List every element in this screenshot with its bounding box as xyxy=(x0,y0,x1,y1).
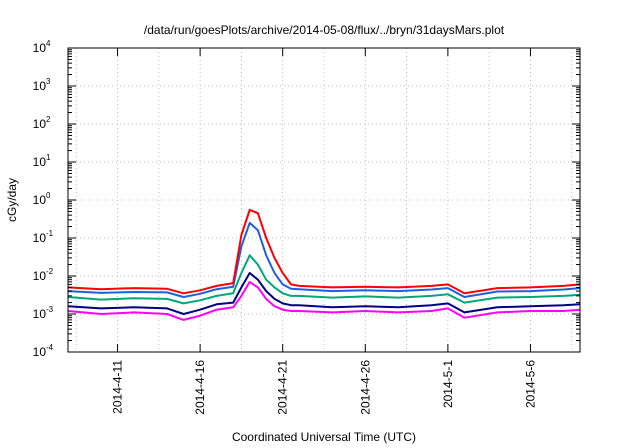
series-line xyxy=(67,221,581,298)
y-tick-label: 10 xyxy=(33,269,47,283)
x-tick-label: 2014-5-1 xyxy=(441,360,455,408)
x-tick-label: 2014-4-26 xyxy=(358,360,372,415)
y-tick-exponent: -2 xyxy=(46,267,54,276)
y-tick-label: 10 xyxy=(33,41,47,55)
series-line xyxy=(67,254,581,305)
y-tick-label: 10 xyxy=(33,231,47,245)
y-tick-label: 10 xyxy=(33,155,47,169)
y-tick-exponent: -4 xyxy=(46,343,54,352)
x-tick-label: 2014-4-16 xyxy=(193,360,207,415)
y-tick-exponent: 0 xyxy=(46,191,51,200)
x-tick-label: 2014-4-21 xyxy=(276,360,290,415)
chart-title: /data/run/goesPlots/archive/2014-05-08/f… xyxy=(144,23,505,37)
y-tick-exponent: 4 xyxy=(46,39,51,48)
x-tick-label: 2014-4-11 xyxy=(111,360,125,414)
x-axis: 2014-4-11 2014-4-16 2014-4-21 2014-4-26 2014… xyxy=(111,48,537,415)
y-tick-label: 10 xyxy=(33,193,47,207)
y-tick-exponent: 2 xyxy=(46,115,51,124)
y-tick-label: 10 xyxy=(33,117,47,131)
series-line xyxy=(67,280,581,321)
series-line xyxy=(67,208,581,295)
y-tick-label: 10 xyxy=(33,345,47,359)
x-tick-label: 2014-5-6 xyxy=(523,360,537,408)
y-axis-label: cGy/day xyxy=(5,178,19,222)
y-tick-label: 10 xyxy=(33,79,47,93)
y-tick-label: 10 xyxy=(33,307,47,321)
series-group xyxy=(67,208,581,321)
grid xyxy=(68,48,580,352)
y-tick-exponent: 3 xyxy=(46,77,51,86)
y-tick-exponent: 1 xyxy=(46,153,51,162)
y-tick-exponent: -1 xyxy=(46,229,54,238)
y-tick-exponent: -3 xyxy=(46,305,54,314)
x-axis-label: Coordinated Universal Time (UTC) xyxy=(232,430,416,444)
series-line xyxy=(67,272,581,315)
